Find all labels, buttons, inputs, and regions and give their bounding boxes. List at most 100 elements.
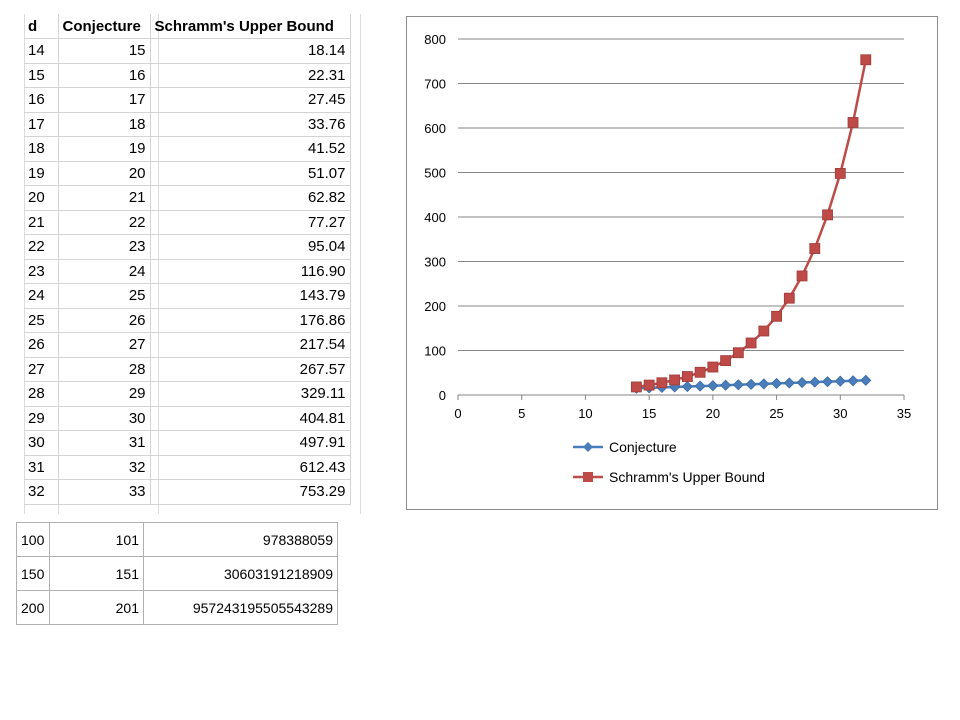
data-point [758, 378, 770, 390]
data-point [822, 209, 833, 221]
cell-upper-bound[interactable]: 497.91 [150, 430, 351, 456]
cell-conjecture[interactable]: 20 [58, 161, 151, 186]
data-point [809, 376, 821, 388]
cell-d[interactable]: 30 [24, 430, 59, 456]
cell-d[interactable]: 28 [24, 381, 59, 407]
cell-upper-bound[interactable]: 612.43 [150, 455, 351, 480]
table-row: 16 17 27.45 [24, 87, 351, 113]
data-point [860, 54, 872, 66]
cell-d[interactable]: 31 [24, 455, 59, 480]
data-point [732, 379, 744, 391]
cell-upper-bound[interactable]: 22.31 [150, 63, 351, 88]
cell-upper-bound[interactable]: 116.90 [150, 259, 351, 284]
table-row: 24 25 143.79 [24, 283, 351, 309]
cell-conjecture[interactable]: 18 [58, 112, 151, 137]
header-d[interactable]: d [24, 14, 59, 39]
cell-d[interactable]: 24 [24, 283, 59, 309]
cell-upper-bound[interactable]: 176.86 [150, 308, 351, 333]
cell-upper-bound[interactable]: 30603191218909 [143, 556, 338, 591]
cell-upper-bound[interactable]: 62.82 [150, 185, 351, 211]
data-point [796, 270, 808, 282]
cell-upper-bound[interactable]: 51.07 [150, 161, 351, 186]
cell-upper-bound[interactable]: 41.52 [150, 136, 351, 162]
cell-conjecture[interactable]: 25 [58, 283, 151, 309]
cell-conjecture[interactable]: 31 [58, 430, 151, 456]
cell-d[interactable]: 25 [24, 308, 59, 333]
header-schramm-upper-bound[interactable]: Schramm's Upper Bound [150, 14, 351, 39]
cell-upper-bound[interactable]: 18.14 [150, 38, 351, 64]
cell-d[interactable]: 21 [24, 210, 59, 235]
data-point [720, 355, 732, 367]
y-tick-label: 600 [424, 121, 446, 136]
data-table: d Conjecture Schramm's Upper Bound 14 15 1… [24, 14, 351, 505]
cell-upper-bound[interactable]: 27.45 [150, 87, 351, 113]
cell-conjecture[interactable]: 28 [58, 357, 151, 382]
y-tick-label: 700 [424, 77, 446, 92]
cell-d[interactable]: 22 [24, 234, 59, 260]
data-point [720, 379, 732, 391]
cell-upper-bound[interactable]: 329.11 [150, 381, 351, 407]
cell-d[interactable]: 19 [24, 161, 59, 186]
cell-upper-bound[interactable]: 753.29 [150, 479, 351, 505]
grid-column-line [360, 14, 361, 514]
cell-conjecture[interactable]: 26 [58, 308, 151, 333]
cell-conjecture[interactable]: 17 [58, 87, 151, 113]
table-row: 15 16 22.31 [24, 63, 351, 88]
cell-upper-bound[interactable]: 957243195505543289 [143, 590, 338, 625]
data-point [656, 377, 668, 389]
cell-conjecture[interactable]: 19 [58, 136, 151, 162]
cell-d[interactable]: 27 [24, 357, 59, 382]
cell-upper-bound[interactable]: 267.57 [150, 357, 351, 382]
line-chart[interactable]: 0 100 200 300 400 500 600 700 800 0 5 10 15 20 25 30 35 C… [406, 16, 938, 510]
cell-d[interactable]: 15 [24, 63, 59, 88]
x-tick-label: 35 [897, 406, 911, 421]
cell-conjecture[interactable]: 27 [58, 332, 151, 358]
cell-conjecture[interactable]: 16 [58, 63, 151, 88]
table-header-row: d Conjecture Schramm's Upper Bound [24, 14, 351, 39]
cell-conjecture[interactable]: 24 [58, 259, 151, 284]
cell-upper-bound[interactable]: 33.76 [150, 112, 351, 137]
cell-conjecture[interactable]: 101 [49, 522, 144, 557]
cell-upper-bound[interactable]: 143.79 [150, 283, 351, 309]
header-conjecture[interactable]: Conjecture [58, 14, 151, 39]
cell-d[interactable]: 29 [24, 406, 59, 431]
cell-d[interactable]: 23 [24, 259, 59, 284]
cell-d[interactable]: 200 [16, 590, 50, 625]
cell-conjecture[interactable]: 21 [58, 185, 151, 211]
cell-conjecture[interactable]: 15 [58, 38, 151, 64]
cell-upper-bound[interactable]: 217.54 [150, 332, 351, 358]
cell-conjecture[interactable]: 23 [58, 234, 151, 260]
table-row: 23 24 116.90 [24, 259, 351, 284]
data-point [745, 378, 757, 390]
cell-conjecture[interactable]: 151 [49, 556, 144, 591]
cell-conjecture[interactable]: 32 [58, 455, 151, 480]
x-tick-label: 20 [706, 406, 720, 421]
cell-d[interactable]: 26 [24, 332, 59, 358]
x-tick-label: 25 [769, 406, 783, 421]
cell-conjecture[interactable]: 29 [58, 381, 151, 407]
cell-d[interactable]: 17 [24, 112, 59, 137]
table-row: 21 22 77.27 [24, 210, 351, 235]
cell-d[interactable]: 32 [24, 479, 59, 505]
cell-upper-bound[interactable]: 77.27 [150, 210, 351, 235]
cell-conjecture[interactable]: 33 [58, 479, 151, 505]
cell-d[interactable]: 20 [24, 185, 59, 211]
data-point [847, 117, 859, 128]
cell-conjecture[interactable]: 30 [58, 406, 151, 431]
cell-d[interactable]: 14 [24, 38, 59, 64]
table-row: 18 19 41.52 [24, 136, 351, 162]
cell-upper-bound[interactable]: 404.81 [150, 406, 351, 431]
legend-label: Schramm's Upper Bound [609, 469, 765, 485]
data-point [783, 292, 795, 304]
cell-d[interactable]: 18 [24, 136, 59, 162]
cell-d[interactable]: 16 [24, 87, 59, 113]
table-row: 25 26 176.86 [24, 308, 351, 333]
cell-upper-bound[interactable]: 95.04 [150, 234, 351, 260]
cell-d[interactable]: 150 [16, 556, 50, 591]
x-tick-label: 30 [833, 406, 847, 421]
cell-upper-bound[interactable]: 978388059 [143, 522, 338, 557]
cell-conjecture[interactable]: 22 [58, 210, 151, 235]
data-point [681, 380, 693, 393]
cell-d[interactable]: 100 [16, 522, 50, 557]
cell-conjecture[interactable]: 201 [49, 590, 144, 625]
